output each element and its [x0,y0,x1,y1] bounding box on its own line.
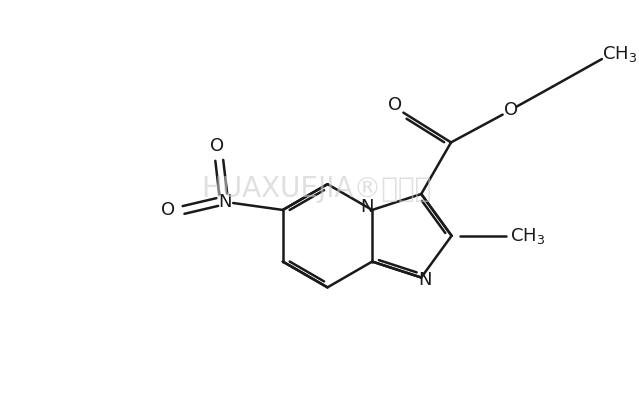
Text: N: N [219,193,232,211]
Text: O: O [160,201,174,219]
Text: N: N [360,198,374,216]
Text: N: N [419,272,432,290]
Text: O: O [504,101,518,119]
Text: O: O [389,96,403,114]
Text: CH$_3$: CH$_3$ [511,226,546,246]
Text: CH$_3$: CH$_3$ [602,44,637,64]
Text: O: O [210,137,224,155]
Text: HUAXUEJIA®化学加: HUAXUEJIA®化学加 [201,175,432,203]
